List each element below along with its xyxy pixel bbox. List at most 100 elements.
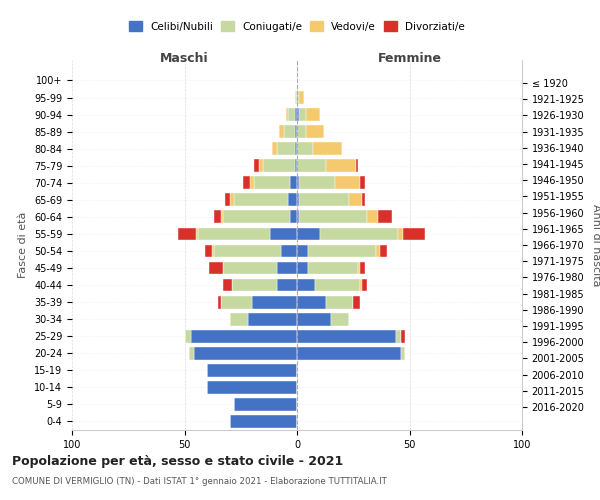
- Bar: [214, 244, 281, 258]
- Bar: [279, 125, 284, 138]
- Bar: [207, 364, 297, 376]
- Legend: Celibi/Nubili, Coniugati/e, Vedovi/e, Divorziati/e: Celibi/Nubili, Coniugati/e, Vedovi/e, Di…: [125, 17, 469, 36]
- Text: Maschi: Maschi: [160, 52, 209, 65]
- Bar: [207, 381, 297, 394]
- Bar: [297, 194, 299, 206]
- Bar: [288, 108, 295, 121]
- Bar: [403, 228, 425, 240]
- Bar: [259, 160, 263, 172]
- Bar: [308, 262, 358, 274]
- Bar: [297, 313, 331, 326]
- Bar: [299, 176, 335, 189]
- Bar: [367, 210, 378, 224]
- Bar: [288, 194, 297, 206]
- Bar: [232, 278, 277, 291]
- Bar: [355, 160, 358, 172]
- Bar: [297, 142, 313, 155]
- Bar: [198, 228, 270, 240]
- Bar: [398, 228, 403, 240]
- Bar: [360, 176, 365, 189]
- Bar: [401, 330, 405, 342]
- Bar: [223, 210, 290, 224]
- Bar: [191, 330, 297, 342]
- Bar: [326, 160, 355, 172]
- Bar: [362, 194, 365, 206]
- Bar: [299, 108, 306, 121]
- Bar: [277, 262, 297, 274]
- Bar: [297, 125, 306, 138]
- Bar: [297, 244, 308, 258]
- Bar: [297, 228, 320, 240]
- Bar: [272, 142, 277, 155]
- Bar: [308, 244, 376, 258]
- Bar: [196, 228, 198, 240]
- Bar: [299, 194, 349, 206]
- Bar: [248, 313, 297, 326]
- Bar: [297, 262, 308, 274]
- Bar: [185, 330, 191, 342]
- Bar: [313, 142, 342, 155]
- Bar: [290, 176, 297, 189]
- Bar: [263, 160, 295, 172]
- Bar: [193, 347, 297, 360]
- Bar: [295, 142, 297, 155]
- Bar: [286, 108, 288, 121]
- Bar: [376, 244, 380, 258]
- Bar: [229, 415, 297, 428]
- Bar: [223, 278, 232, 291]
- Bar: [349, 194, 362, 206]
- Text: COMUNE DI VERMIGLIO (TN) - Dati ISTAT 1° gennaio 2021 - Elaborazione TUTTITALIA.: COMUNE DI VERMIGLIO (TN) - Dati ISTAT 1°…: [12, 478, 387, 486]
- Bar: [360, 262, 365, 274]
- Bar: [281, 244, 297, 258]
- Bar: [243, 176, 250, 189]
- Bar: [254, 176, 290, 189]
- Bar: [297, 296, 326, 308]
- Bar: [295, 91, 297, 104]
- Bar: [189, 347, 193, 360]
- Bar: [326, 296, 353, 308]
- Bar: [234, 398, 297, 411]
- Bar: [299, 91, 304, 104]
- Bar: [362, 278, 367, 291]
- Bar: [320, 228, 398, 240]
- Bar: [225, 194, 229, 206]
- Bar: [297, 91, 299, 104]
- Bar: [358, 262, 360, 274]
- Bar: [306, 125, 324, 138]
- Bar: [254, 160, 259, 172]
- Bar: [212, 244, 214, 258]
- Bar: [277, 142, 295, 155]
- Bar: [299, 210, 367, 224]
- Bar: [295, 125, 297, 138]
- Bar: [284, 125, 295, 138]
- Bar: [270, 228, 297, 240]
- Bar: [295, 160, 297, 172]
- Y-axis label: Fasce di età: Fasce di età: [19, 212, 28, 278]
- Bar: [335, 176, 360, 189]
- Bar: [295, 108, 297, 121]
- Bar: [205, 244, 212, 258]
- Bar: [178, 228, 196, 240]
- Bar: [250, 176, 254, 189]
- Bar: [209, 262, 223, 274]
- Bar: [297, 330, 396, 342]
- Bar: [221, 296, 252, 308]
- Bar: [353, 296, 360, 308]
- Bar: [401, 347, 405, 360]
- Bar: [396, 330, 401, 342]
- Text: Popolazione per età, sesso e stato civile - 2021: Popolazione per età, sesso e stato civil…: [12, 455, 343, 468]
- Y-axis label: Anni di nascita: Anni di nascita: [591, 204, 600, 286]
- Bar: [297, 210, 299, 224]
- Bar: [360, 278, 362, 291]
- Bar: [297, 108, 299, 121]
- Bar: [331, 313, 349, 326]
- Bar: [277, 278, 297, 291]
- Bar: [234, 194, 288, 206]
- Bar: [290, 210, 297, 224]
- Bar: [297, 160, 326, 172]
- Bar: [252, 296, 297, 308]
- Bar: [229, 194, 234, 206]
- Bar: [378, 210, 392, 224]
- Bar: [218, 296, 221, 308]
- Text: Femmine: Femmine: [377, 52, 442, 65]
